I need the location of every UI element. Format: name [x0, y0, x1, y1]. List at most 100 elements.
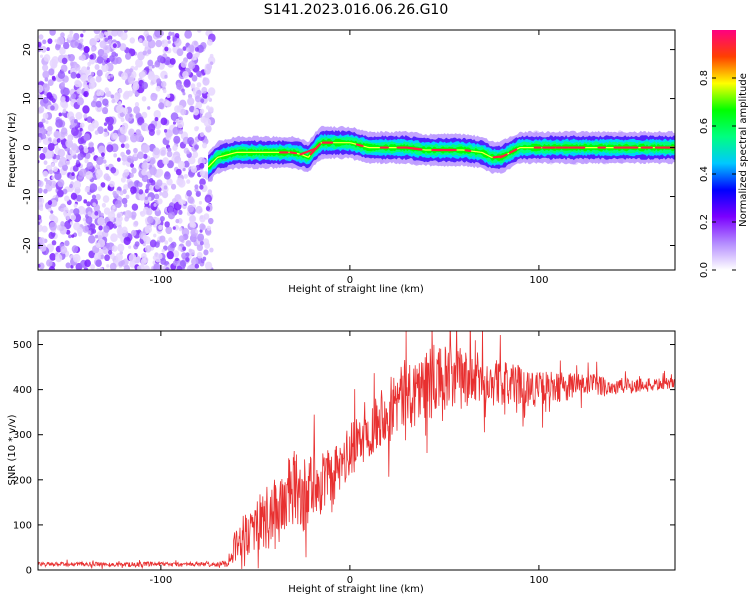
noise-blob — [56, 36, 65, 46]
noise-blob — [65, 262, 71, 269]
noise-blob — [154, 208, 162, 217]
noise-blob — [82, 225, 89, 233]
noise-blob — [100, 182, 106, 188]
noise-blob — [197, 233, 205, 242]
noise-blob — [147, 59, 154, 67]
noise-blob — [101, 61, 106, 66]
noise-blob — [144, 196, 149, 201]
noise-blob — [38, 34, 44, 40]
noise-blob — [98, 32, 105, 39]
noise-blob — [73, 222, 81, 231]
noise-blob — [115, 252, 123, 262]
noise-blob — [133, 152, 138, 158]
noise-blob — [116, 213, 121, 219]
snr-x-tick-label: -100 — [150, 575, 173, 586]
noise-blob — [50, 105, 55, 111]
noise-blob — [75, 111, 83, 120]
noise-blob — [80, 33, 84, 38]
noise-blob — [178, 198, 184, 205]
noise-blob — [153, 263, 161, 270]
noise-blob — [199, 229, 203, 233]
noise-blob — [62, 87, 70, 96]
noise-blob — [177, 246, 182, 251]
noise-blob — [153, 233, 157, 238]
noise-blob — [47, 137, 52, 142]
noise-blob — [176, 265, 183, 270]
noise-blob — [95, 75, 102, 83]
noise-blob — [187, 137, 195, 146]
noise-blob — [140, 258, 147, 266]
noise-blob — [142, 153, 148, 159]
colorbar-label: Normalized spectral amplitude — [738, 73, 749, 227]
noise-blob — [93, 30, 101, 35]
snr-series-line — [38, 331, 675, 570]
noise-blob — [54, 253, 63, 263]
noise-blob — [160, 117, 168, 126]
noise-blob — [128, 130, 134, 137]
noise-blob — [147, 106, 151, 110]
noise-blob — [164, 46, 169, 52]
noise-blob — [47, 79, 54, 87]
noise-blob — [159, 235, 166, 243]
noise-blob — [147, 123, 156, 132]
noise-blob — [104, 254, 110, 262]
noise-blob — [194, 95, 201, 103]
noise-blob — [43, 188, 48, 194]
noise-blob — [49, 253, 57, 261]
noise-blob — [203, 117, 212, 127]
noise-blob — [49, 221, 57, 231]
noise-blob — [155, 39, 163, 48]
noise-blob — [111, 98, 116, 104]
noise-blob — [178, 129, 184, 135]
noise-blob — [169, 58, 176, 65]
noise-blob — [120, 32, 128, 41]
noise-blob — [46, 92, 53, 99]
noise-blob — [186, 189, 192, 197]
noise-blob — [175, 168, 182, 176]
noise-blob — [102, 52, 108, 60]
noise-blob — [118, 101, 122, 106]
noise-blob — [178, 235, 185, 243]
noise-blob — [199, 108, 205, 114]
noise-blob — [199, 184, 204, 190]
signal-band-layer — [208, 138, 675, 170]
noise-blob — [137, 151, 144, 160]
heatmap-x-label: Height of straight line (km) — [288, 284, 424, 295]
heat-y-tick-label: 0 — [22, 144, 33, 150]
noise-blob — [174, 105, 181, 113]
noise-blob — [110, 73, 114, 78]
noise-blob — [177, 160, 186, 170]
noise-blob — [176, 83, 182, 90]
noise-blob — [71, 245, 79, 253]
noise-blob — [164, 240, 169, 245]
noise-blob — [79, 127, 83, 132]
noise-blob — [77, 175, 83, 182]
noise-blob — [164, 221, 170, 228]
noise-blob — [123, 264, 130, 270]
noise-blob — [95, 193, 101, 201]
heat-y-tick-label: -10 — [22, 188, 33, 204]
noise-blob — [183, 173, 188, 179]
noise-blob — [66, 215, 70, 220]
noise-blob — [76, 159, 80, 164]
noise-blob — [171, 198, 177, 204]
noise-blob — [96, 69, 103, 77]
noise-blob — [57, 179, 65, 188]
noise-blob — [97, 48, 105, 57]
noise-blob — [110, 233, 118, 243]
noise-blob — [77, 153, 84, 161]
noise-blob — [48, 169, 53, 175]
noise-blob — [67, 34, 73, 41]
noise-blob — [91, 47, 96, 52]
noise-blob — [159, 30, 165, 36]
noise-blob — [60, 81, 65, 87]
noise-blob — [207, 217, 214, 225]
noise-blob — [141, 162, 148, 170]
noise-blob — [71, 234, 75, 238]
heatmap-y-ticks: -20 -10 0 10 20 — [22, 43, 675, 254]
signal-peak — [309, 142, 322, 156]
noise-blob — [99, 267, 103, 270]
noise-blob — [111, 245, 118, 252]
noise-blob — [96, 156, 104, 166]
